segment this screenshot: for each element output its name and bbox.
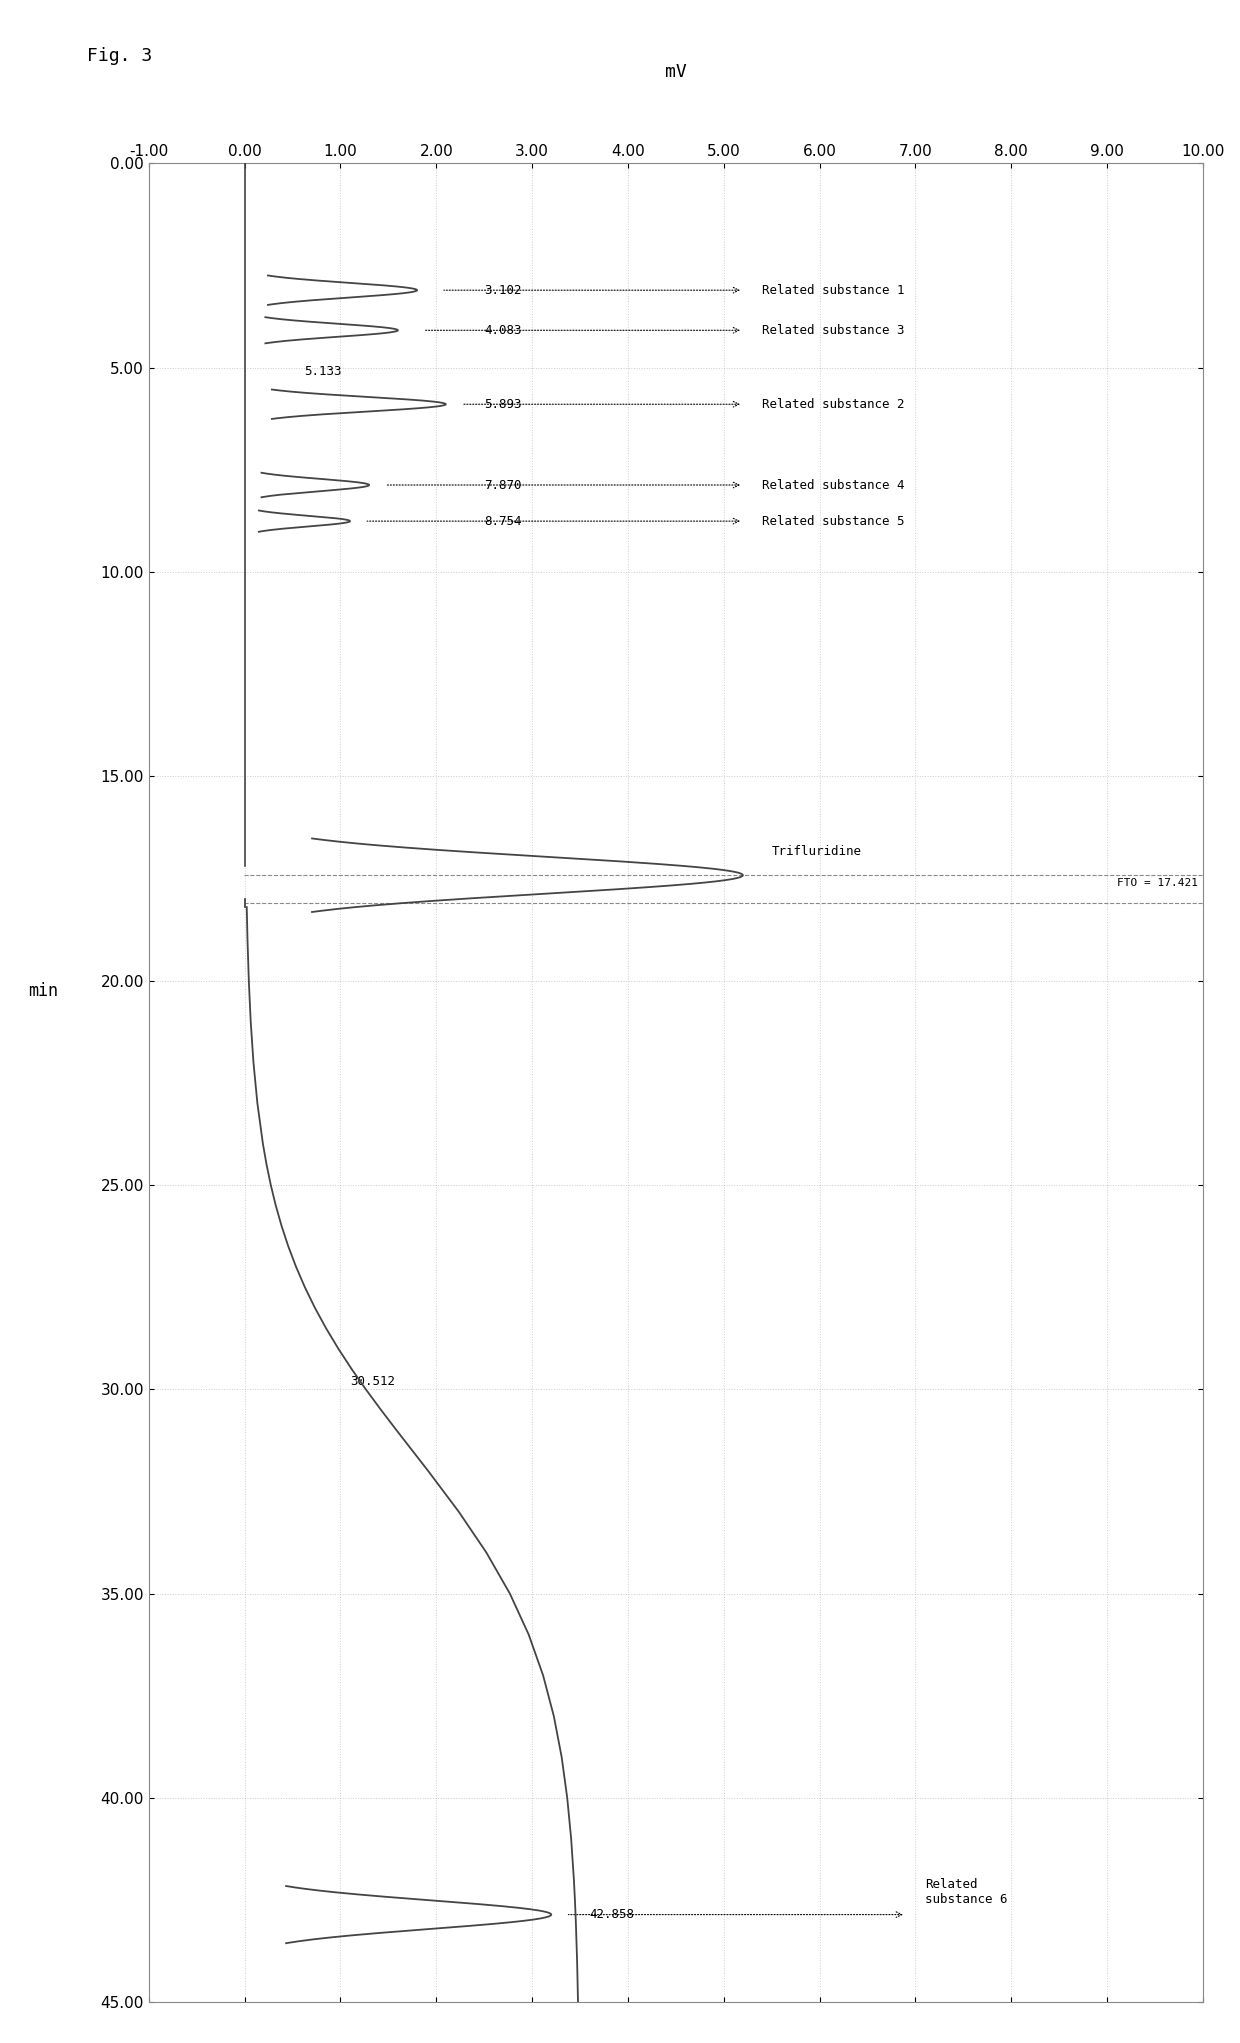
Text: Related substance 1: Related substance 1 [763, 284, 904, 296]
Text: Related substance 3: Related substance 3 [763, 323, 904, 337]
Text: Related substance 5: Related substance 5 [763, 515, 904, 527]
Text: 4.083: 4.083 [484, 323, 522, 337]
Text: min: min [29, 983, 58, 999]
Text: Trifluridine: Trifluridine [771, 846, 862, 858]
Text: 30.512: 30.512 [350, 1375, 396, 1387]
Text: Related substance 4: Related substance 4 [763, 478, 904, 492]
Text: Related substance 2: Related substance 2 [763, 398, 904, 411]
Text: Fig. 3: Fig. 3 [87, 47, 153, 65]
Text: 5.893: 5.893 [484, 398, 522, 411]
Text: 7.870: 7.870 [484, 478, 522, 492]
Text: mV: mV [665, 63, 687, 80]
Text: Related
substance 6: Related substance 6 [925, 1878, 1007, 1906]
Text: 5.133: 5.133 [304, 366, 341, 378]
Text: 8.754: 8.754 [484, 515, 522, 527]
Text: 42.858: 42.858 [589, 1908, 635, 1920]
Text: FTO = 17.421: FTO = 17.421 [1117, 878, 1198, 889]
Text: 3.102: 3.102 [484, 284, 522, 296]
